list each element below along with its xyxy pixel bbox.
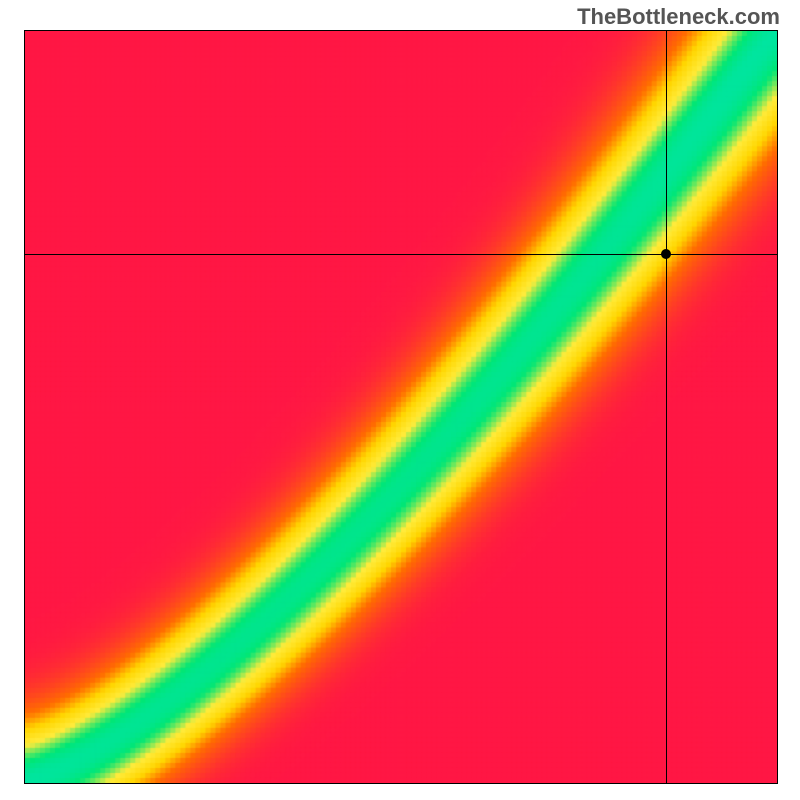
chart-container: TheBottleneck.com (0, 0, 800, 800)
heatmap-chart (24, 30, 778, 784)
watermark-text: TheBottleneck.com (577, 4, 780, 30)
selected-point (661, 249, 671, 259)
heatmap-canvas (25, 31, 777, 783)
crosshair-vertical (666, 31, 667, 783)
